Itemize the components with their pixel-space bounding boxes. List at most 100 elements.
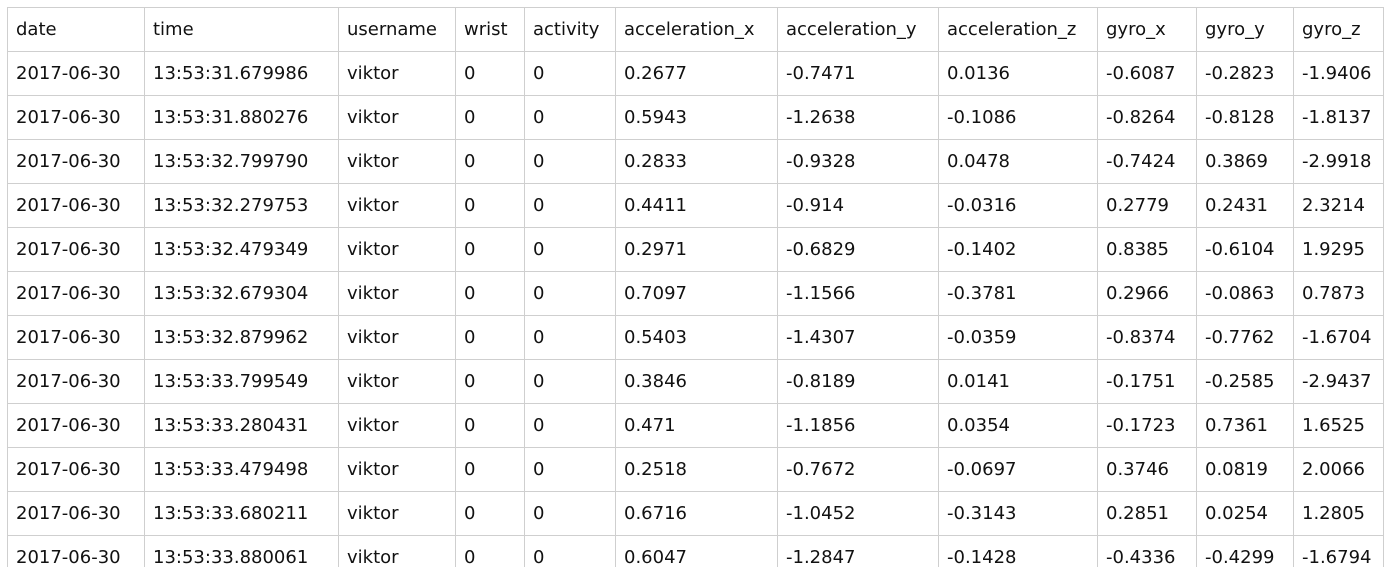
table-cell-gyro-y: 0.0819: [1196, 447, 1294, 492]
table-cell-date: 2017-06-30: [7, 403, 145, 448]
table-cell-gyro-y: 0.2431: [1196, 183, 1294, 228]
table-cell-wrist: 0: [455, 227, 525, 272]
table-row: 2017-06-30 13:53:31.679986 viktor 0 0 0.2677-…: [7, 51, 1384, 96]
table-cell-gyro-x: 0.2966: [1097, 271, 1197, 316]
column-header-date: date: [7, 7, 145, 52]
table-row: 2017-06-30 13:53:33.479498 viktor 0 0 0.2518-…: [7, 447, 1384, 492]
table-cell-gyro-y: -0.2823: [1196, 51, 1294, 96]
table-cell-acceleration-z: -0.0359: [938, 315, 1098, 360]
table-cell-time: 13:53:32.679304: [144, 271, 339, 316]
table-cell-activity: 0: [524, 139, 616, 184]
table-cell-wrist: 0: [455, 359, 525, 404]
table-cell-gyro-x: -0.8264: [1097, 95, 1197, 140]
table-row: 2017-06-30 13:53:32.679304 viktor 0 0 0.7097-…: [7, 271, 1384, 316]
table-cell-gyro-z: -2.9918: [1293, 139, 1384, 184]
table-cell-acceleration-y: -0.8189: [777, 359, 939, 404]
table-cell-activity: 0: [524, 227, 616, 272]
table-cell-acceleration-y: -1.2847: [777, 535, 939, 567]
table-cell-acceleration-y: -1.4307: [777, 315, 939, 360]
table-cell-gyro-y: -0.7762: [1196, 315, 1294, 360]
table-cell-acceleration-y: -1.1856: [777, 403, 939, 448]
table-cell-acceleration-y: -0.6829: [777, 227, 939, 272]
table-cell-date: 2017-06-30: [7, 183, 145, 228]
table-cell-date: 2017-06-30: [7, 227, 145, 272]
table-cell-activity: 0: [524, 359, 616, 404]
table-cell-acceleration-z: 0.0354: [938, 403, 1098, 448]
table-cell-date: 2017-06-30: [7, 315, 145, 360]
table-cell-acceleration-y: -0.914: [777, 183, 939, 228]
table-cell-gyro-x: -0.1751: [1097, 359, 1197, 404]
table-cell-time: 13:53:33.280431: [144, 403, 339, 448]
table-cell-gyro-x: 0.3746: [1097, 447, 1197, 492]
table-cell-time: 13:53:33.880061: [144, 535, 339, 567]
table-cell-gyro-x: 0.2779: [1097, 183, 1197, 228]
table-cell-acceleration-x: 0.2971: [615, 227, 778, 272]
table-cell-username: viktor: [338, 139, 456, 184]
table-cell-acceleration-y: -0.7471: [777, 51, 939, 96]
table-cell-time: 13:53:33.479498: [144, 447, 339, 492]
table-cell-username: viktor: [338, 403, 456, 448]
table-cell-acceleration-x: 0.6716: [615, 491, 778, 536]
table-cell-time: 13:53:32.279753: [144, 183, 339, 228]
table-cell-gyro-x: -0.4336: [1097, 535, 1197, 567]
column-header-acceleration-x: acceleration_x: [615, 7, 778, 52]
column-header-acceleration-y: acceleration_y: [777, 7, 939, 52]
table-cell-acceleration-z: -0.0697: [938, 447, 1098, 492]
table-cell-username: viktor: [338, 95, 456, 140]
table-cell-date: 2017-06-30: [7, 535, 145, 567]
table-cell-username: viktor: [338, 227, 456, 272]
column-header-gyro-z: gyro_z: [1293, 7, 1384, 52]
table-cell-wrist: 0: [455, 491, 525, 536]
column-header-acceleration-z: acceleration_z: [938, 7, 1098, 52]
column-header-gyro-y: gyro_y: [1196, 7, 1294, 52]
table-cell-gyro-x: 0.2851: [1097, 491, 1197, 536]
table-cell-acceleration-y: -1.1566: [777, 271, 939, 316]
table-cell-activity: 0: [524, 447, 616, 492]
table-cell-username: viktor: [338, 447, 456, 492]
table-cell-wrist: 0: [455, 403, 525, 448]
table-cell-gyro-x: -0.7424: [1097, 139, 1197, 184]
table-cell-wrist: 0: [455, 139, 525, 184]
table-cell-date: 2017-06-30: [7, 95, 145, 140]
table-cell-acceleration-z: -0.0316: [938, 183, 1098, 228]
table-cell-gyro-y: 0.3869: [1196, 139, 1294, 184]
table-body: 2017-06-30 13:53:31.679986 viktor 0 0 0.2677-…: [7, 51, 1384, 567]
table-row: 2017-06-30 13:53:32.279753 viktor 0 0 0.4411-…: [7, 183, 1384, 228]
table-cell-username: viktor: [338, 183, 456, 228]
sensor-data-table: date time username wrist activity accele…: [7, 7, 1384, 567]
table-cell-gyro-x: 0.8385: [1097, 227, 1197, 272]
table-cell-gyro-z: -1.6704: [1293, 315, 1384, 360]
table-cell-wrist: 0: [455, 447, 525, 492]
column-header-time: time: [144, 7, 339, 52]
table-cell-username: viktor: [338, 51, 456, 96]
table-cell-acceleration-x: 0.4411: [615, 183, 778, 228]
table-cell-acceleration-x: 0.2518: [615, 447, 778, 492]
column-header-activity: activity: [524, 7, 616, 52]
table-row: 2017-06-30 13:53:32.799790 viktor 0 0 0.2833-…: [7, 139, 1384, 184]
table-cell-acceleration-y: -0.9328: [777, 139, 939, 184]
table-cell-acceleration-y: -1.0452: [777, 491, 939, 536]
table-cell-time: 13:53:32.879962: [144, 315, 339, 360]
table-row: 2017-06-30 13:53:33.680211 viktor 0 0 0.6716-…: [7, 491, 1384, 536]
table-cell-gyro-y: -0.8128: [1196, 95, 1294, 140]
table-cell-username: viktor: [338, 491, 456, 536]
table-cell-gyro-z: 1.6525: [1293, 403, 1384, 448]
table-cell-acceleration-z: -0.1428: [938, 535, 1098, 567]
table-cell-activity: 0: [524, 535, 616, 567]
table-cell-time: 13:53:32.479349: [144, 227, 339, 272]
table-cell-acceleration-y: -1.2638: [777, 95, 939, 140]
table-cell-date: 2017-06-30: [7, 271, 145, 316]
table-cell-gyro-x: -0.8374: [1097, 315, 1197, 360]
table-cell-wrist: 0: [455, 183, 525, 228]
table-cell-activity: 0: [524, 271, 616, 316]
column-header-gyro-x: gyro_x: [1097, 7, 1197, 52]
table-cell-activity: 0: [524, 491, 616, 536]
table-cell-acceleration-x: 0.3846: [615, 359, 778, 404]
table-cell-gyro-z: 1.9295: [1293, 227, 1384, 272]
table-cell-time: 13:53:33.799549: [144, 359, 339, 404]
table-cell-gyro-y: -0.0863: [1196, 271, 1294, 316]
table-cell-gyro-z: 0.7873: [1293, 271, 1384, 316]
table-cell-acceleration-z: -0.1402: [938, 227, 1098, 272]
table-cell-username: viktor: [338, 271, 456, 316]
